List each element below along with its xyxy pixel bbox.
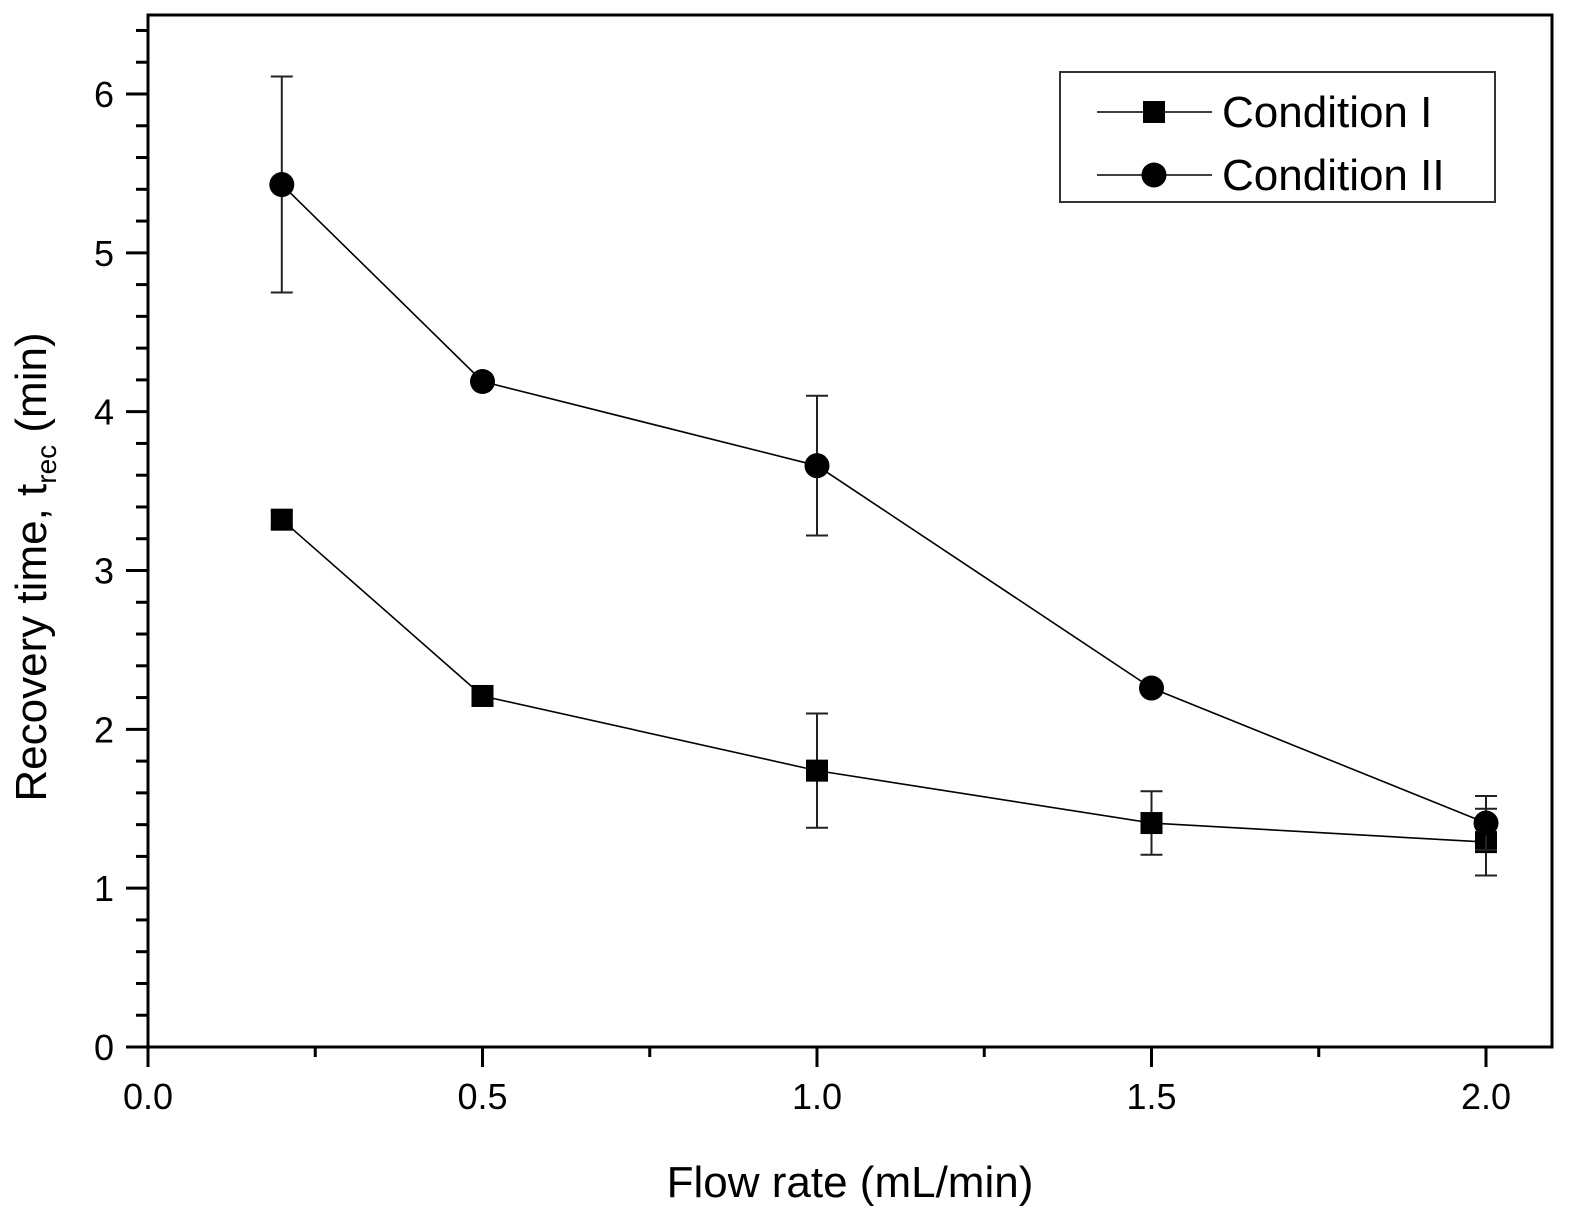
data-point-circle: [269, 172, 295, 198]
data-point-circle: [470, 368, 495, 394]
y-axis-label-main: Recovery time, t: [7, 484, 56, 802]
x-tick-label: 0.0: [123, 1076, 173, 1117]
legend-box: [1059, 71, 1496, 203]
data-point-square: [806, 759, 828, 782]
y-tick-label: 2: [94, 709, 114, 750]
series-line: [281, 519, 1487, 843]
x-tick-label: 1.5: [1126, 1076, 1176, 1117]
series-condition-ii: [269, 75, 1499, 852]
legend-label: Condition II: [1222, 151, 1445, 200]
y-axis-label-unit: (min): [7, 332, 56, 444]
y-tick-label: 0: [94, 1027, 114, 1068]
series-line: [281, 183, 1487, 824]
data-point-circle: [1473, 810, 1499, 836]
y-tick-label: 3: [94, 551, 114, 592]
x-axis-label: Flow rate (mL/min): [667, 1158, 1034, 1207]
data-point-circle: [804, 453, 830, 479]
data-point-square: [471, 684, 494, 707]
legend-circle-icon: [1141, 162, 1167, 188]
data-point-square: [270, 508, 293, 531]
data-point-square: [1140, 812, 1163, 835]
series-layer: [269, 75, 1499, 877]
plot-frame: [146, 13, 1554, 1049]
series-condition-i: [270, 508, 1497, 877]
y-tick-label: 4: [94, 392, 114, 433]
y-axis-label: Recovery time, trec (min): [7, 332, 62, 801]
x-tick-label: 1.0: [792, 1076, 842, 1117]
y-axis-label-subscript: rec: [31, 445, 62, 484]
y-tick-label: 5: [94, 233, 114, 274]
legend-square-icon: [1143, 101, 1165, 123]
plot-border: [146, 13, 1554, 1049]
legend-label: Condition I: [1222, 88, 1432, 137]
data-point-circle: [1139, 675, 1164, 701]
legend: Condition I Condition II: [1059, 71, 1496, 203]
x-tick-label: 0.5: [457, 1076, 507, 1117]
y-tick-label: 1: [94, 868, 114, 909]
x-tick-label: 2.0: [1461, 1076, 1511, 1117]
axis-ticks: 0.0 0.5 1.0 1.5 2.0 0 1 2 3 4 5 6: [94, 28, 1511, 1117]
y-tick-label: 6: [94, 74, 114, 115]
